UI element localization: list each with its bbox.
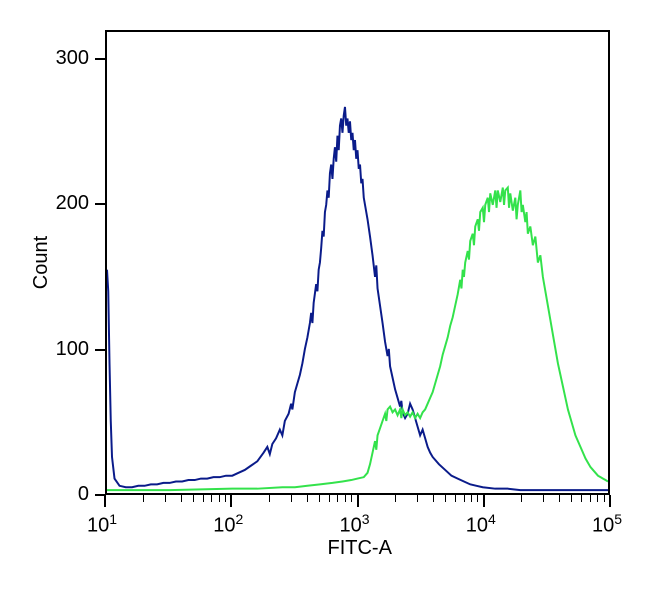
x-tick-minor: [219, 495, 220, 502]
x-tick-minor: [543, 495, 544, 502]
y-tick-label: 300: [56, 47, 89, 70]
y-axis-label: Count: [30, 235, 53, 288]
y-tick: [95, 58, 105, 60]
y-tick: [95, 349, 105, 351]
x-tick-major: [483, 495, 485, 507]
x-tick-major: [609, 495, 611, 507]
x-tick-label: 105: [592, 511, 622, 538]
x-axis-label: FITC-A: [328, 537, 392, 560]
x-tick-minor: [345, 495, 346, 502]
x-tick-minor: [193, 495, 194, 502]
x-tick-major: [104, 495, 106, 507]
x-tick-minor: [165, 495, 166, 502]
x-tick-minor: [395, 495, 396, 502]
x-tick-label: 102: [213, 511, 243, 538]
x-tick-minor: [269, 495, 270, 502]
x-tick-minor: [211, 495, 212, 502]
x-tick-label: 101: [87, 511, 117, 538]
series-control: [107, 107, 608, 490]
series-stained: [107, 188, 608, 491]
x-tick-minor: [445, 495, 446, 502]
x-tick-minor: [143, 495, 144, 502]
x-tick-major: [357, 495, 359, 507]
x-tick-minor: [417, 495, 418, 502]
x-tick-major: [230, 495, 232, 507]
x-tick-label: 103: [340, 511, 370, 538]
x-tick-minor: [455, 495, 456, 502]
x-tick-minor: [291, 495, 292, 502]
x-tick-minor: [319, 495, 320, 502]
y-tick-label: 0: [78, 483, 89, 506]
x-tick-minor: [477, 495, 478, 502]
y-tick-label: 100: [56, 338, 89, 361]
x-tick-minor: [590, 495, 591, 502]
plot-area: [105, 30, 610, 495]
x-tick-minor: [329, 495, 330, 502]
y-tick: [95, 203, 105, 205]
x-tick-minor: [571, 495, 572, 502]
x-tick-minor: [559, 495, 560, 502]
x-tick-minor: [581, 495, 582, 502]
x-tick-minor: [521, 495, 522, 502]
x-tick-minor: [181, 495, 182, 502]
x-tick-minor: [307, 495, 308, 502]
x-tick-minor: [604, 495, 605, 502]
y-tick-label: 200: [56, 192, 89, 215]
x-tick-minor: [433, 495, 434, 502]
x-tick-minor: [464, 495, 465, 502]
x-tick-minor: [337, 495, 338, 502]
histogram-svg: [107, 32, 608, 493]
x-tick-minor: [225, 495, 226, 502]
x-tick-minor: [597, 495, 598, 502]
x-tick-label: 104: [466, 511, 496, 538]
x-tick-minor: [471, 495, 472, 502]
x-tick-minor: [351, 495, 352, 502]
x-tick-minor: [203, 495, 204, 502]
